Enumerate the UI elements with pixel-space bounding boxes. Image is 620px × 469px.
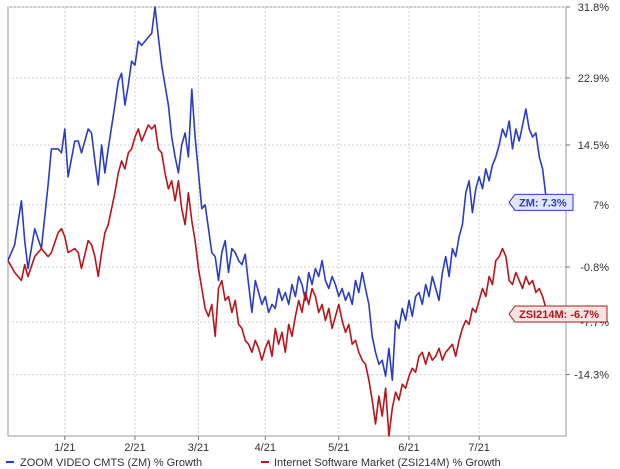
y-tick-label: -14.3% [574, 370, 609, 382]
y-tick-label: 31.8% [578, 2, 609, 14]
zsi214m-series-line [7, 124, 550, 437]
zm-series-line [7, 6, 550, 381]
callout-layer: ZM: 7.3% ZSI214M: -6.7% [508, 193, 608, 323]
y-tick-label: 14.5% [578, 140, 609, 152]
grid-layer [7, 6, 567, 437]
zsi214m-callout-label: ZSI214M: -6.7% [519, 309, 599, 321]
zm-callout-box [508, 193, 574, 211]
x-tick-label: 6/21 [398, 442, 419, 454]
x-tick-label: 5/21 [328, 442, 349, 454]
series-layer [7, 6, 550, 437]
x-tick-label: 1/21 [54, 442, 75, 454]
y-tick-label: -0.8% [580, 262, 609, 274]
x-tick-label: 2/21 [124, 442, 145, 454]
legend-zm-label: ZOOM VIDEO CMTS (ZM) % Growth [20, 457, 202, 469]
legend-zsi214m-label: Internet Software Market (ZSI214M) % Gro… [274, 457, 501, 469]
zm-callout-label: ZM: 7.3% [519, 197, 567, 209]
x-tick-label: 7/21 [468, 442, 489, 454]
x-tick-label: 3/21 [188, 442, 209, 454]
y-tick-label: 22.9% [578, 73, 609, 85]
plot-frame [7, 6, 567, 437]
zsi214m-callout-box [508, 305, 608, 323]
x-tick-label: 4/21 [255, 442, 276, 454]
y-tick-label: 7% [593, 200, 609, 212]
legend-layer: ZOOM VIDEO CMTS (ZM) % Growth Internet So… [6, 457, 501, 469]
